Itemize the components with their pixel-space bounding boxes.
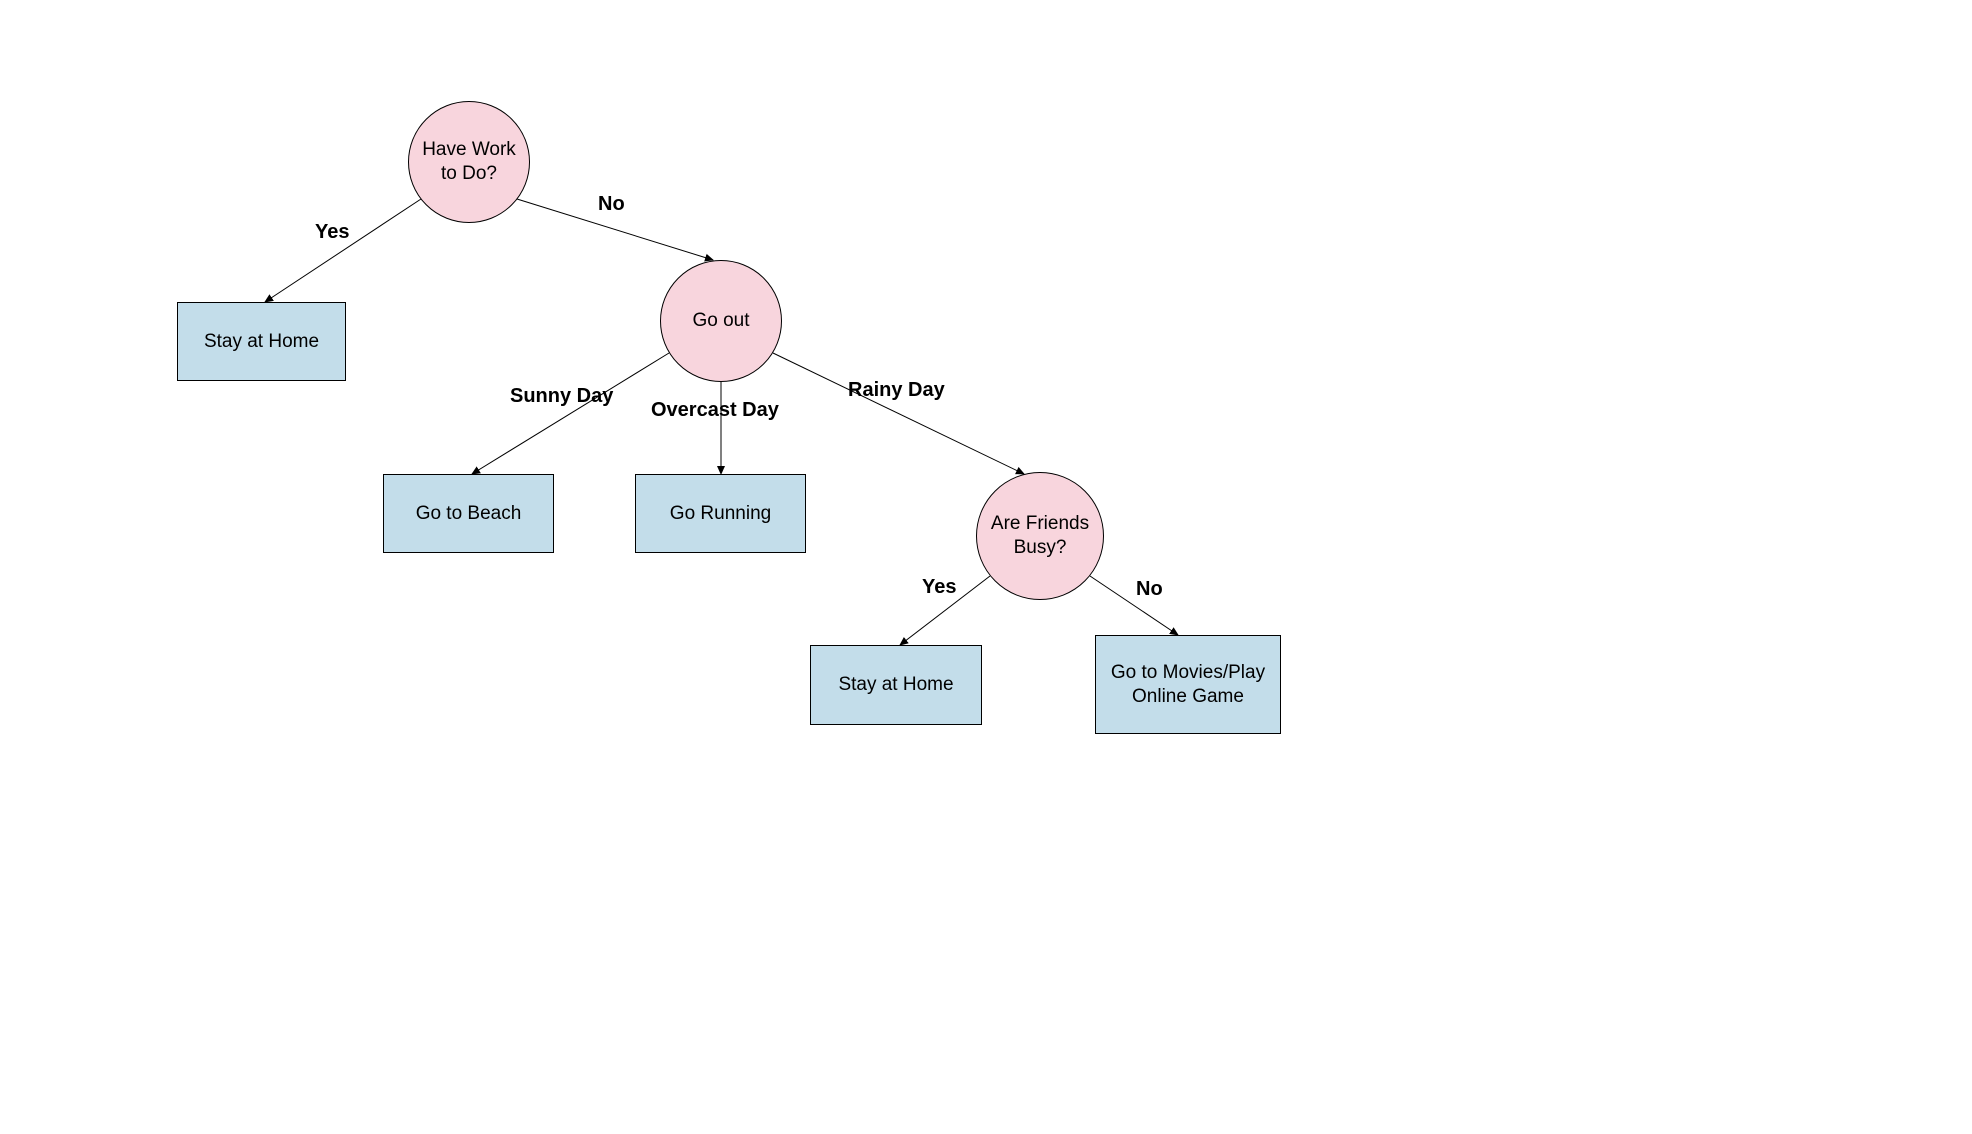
node-n6: Are Friends Busy? [976, 472, 1104, 600]
edge-e1 [265, 199, 421, 302]
edge-label-e5: Rainy Day [848, 379, 945, 402]
edge-label-e4: Overcast Day [651, 399, 779, 422]
node-label: Go to Beach [412, 498, 526, 530]
edge-e7 [1090, 576, 1178, 635]
edge-label-e2: No [598, 193, 625, 216]
node-n1: Have Work to Do? [408, 101, 530, 223]
node-label: Go Running [666, 498, 775, 530]
node-label: Go out [688, 305, 753, 337]
node-n8: Go to Movies/Play Online Game [1095, 635, 1281, 734]
node-n3: Go out [660, 260, 782, 382]
edge-label-e1: Yes [315, 221, 349, 244]
edge-e5 [773, 353, 1024, 474]
node-n4: Go to Beach [383, 474, 554, 553]
edge-e3 [472, 353, 669, 474]
node-label: Go to Movies/Play Online Game [1096, 657, 1280, 713]
node-label: Are Friends Busy? [977, 508, 1103, 564]
node-n7: Stay at Home [810, 645, 982, 725]
node-label: Have Work to Do? [409, 134, 529, 190]
edge-label-e7: No [1136, 578, 1163, 601]
edge-label-e3: Sunny Day [510, 385, 613, 408]
node-label: Stay at Home [200, 326, 323, 358]
node-n2: Stay at Home [177, 302, 346, 381]
flowchart-canvas: Have Work to Do? Stay at Home Go out Go to … [0, 0, 1456, 838]
node-n5: Go Running [635, 474, 806, 553]
edge-label-e6: Yes [922, 576, 956, 599]
node-label: Stay at Home [834, 669, 957, 701]
